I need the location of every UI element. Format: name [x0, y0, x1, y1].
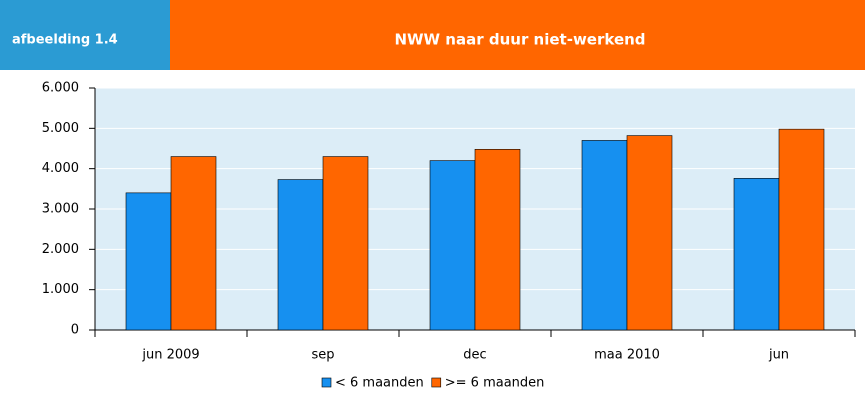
title-box — [170, 0, 865, 70]
bar — [733, 178, 780, 331]
x-tick-label: maa 2010 — [594, 348, 660, 363]
bar — [277, 179, 324, 331]
y-tick-label: 6.000 — [42, 81, 79, 96]
bar — [581, 140, 628, 331]
y-tick-label: 3.000 — [42, 202, 79, 217]
legend-label: < 6 maanden — [335, 376, 424, 391]
label-box — [0, 0, 170, 70]
bar — [778, 128, 825, 331]
legend-swatch — [321, 377, 332, 388]
bar — [626, 135, 673, 331]
y-tick-label: 4.000 — [42, 161, 79, 176]
chart-title: NWW naar duur niet-werkend — [394, 31, 645, 49]
y-tick-label: 0 — [71, 323, 79, 338]
legend-label: >= 6 maanden — [445, 376, 545, 391]
y-tick-label: 1.000 — [42, 282, 79, 297]
legend-swatch — [431, 377, 442, 388]
x-tick-label: jun — [768, 348, 789, 363]
x-tick-label: dec — [463, 348, 486, 363]
figure-label: afbeelding 1.4 — [12, 33, 118, 48]
bar — [322, 156, 369, 331]
bar — [429, 160, 476, 331]
bar — [170, 156, 217, 331]
bar — [474, 149, 521, 331]
bar — [125, 192, 172, 331]
x-tick-label: sep — [311, 348, 334, 363]
y-tick-label: 2.000 — [42, 242, 79, 257]
y-tick-label: 5.000 — [42, 121, 79, 136]
x-tick-label: jun 2009 — [141, 348, 199, 363]
